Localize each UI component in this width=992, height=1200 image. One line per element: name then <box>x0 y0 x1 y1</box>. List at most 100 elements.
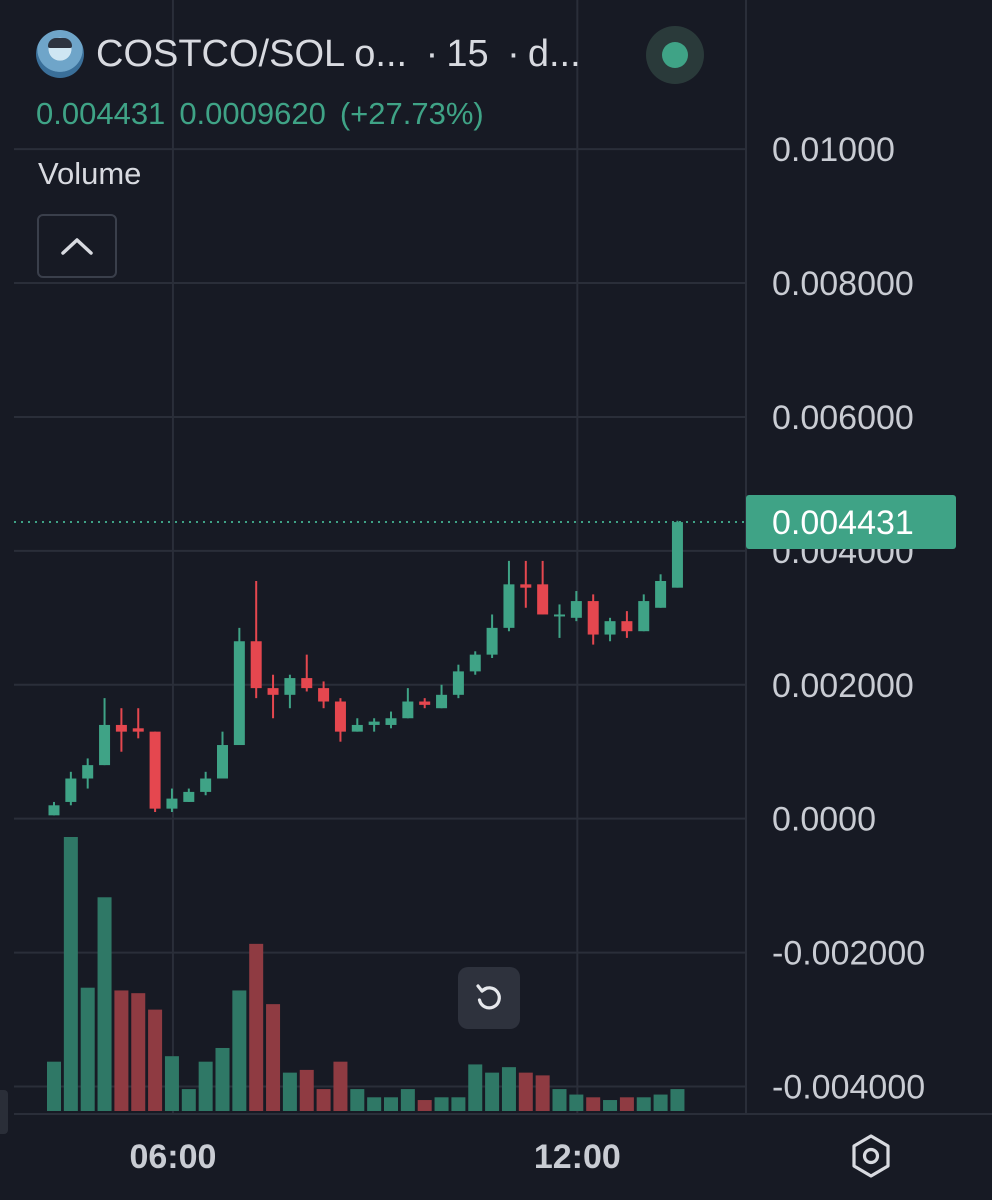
title-separator: · <box>507 32 520 75</box>
candle-body <box>570 601 582 618</box>
candle-body <box>183 791 195 802</box>
price-axis[interactable]: 0.010000.0080000.0060000.0040000.0020000… <box>772 131 925 1106</box>
price-tick-label: 0.01000 <box>772 131 895 169</box>
candle-body <box>587 601 599 635</box>
volume-bar <box>451 1097 466 1111</box>
volume-bar <box>468 1064 483 1111</box>
candle-body <box>436 694 448 709</box>
candle-body <box>604 621 616 635</box>
candle-body <box>284 678 296 695</box>
price-summary: 0.004431 0.0009620 (+27.73%) <box>36 96 498 132</box>
volume-bar <box>569 1094 584 1111</box>
volume-bar <box>653 1094 668 1111</box>
volume-bar <box>485 1072 500 1111</box>
candle-body <box>318 688 330 702</box>
candle-body <box>301 678 313 689</box>
candlesticks <box>48 520 683 816</box>
candle-body <box>671 522 683 588</box>
volume-bar <box>80 987 95 1111</box>
candle-body <box>419 701 431 705</box>
volume-bar <box>47 1061 61 1111</box>
candle-body <box>115 724 127 732</box>
volume-bars <box>47 837 685 1111</box>
candle-body <box>503 584 515 628</box>
candle-body <box>385 718 397 725</box>
volume-bar <box>282 1072 297 1111</box>
volume-bar <box>417 1100 432 1111</box>
volume-bar <box>586 1097 601 1111</box>
candle-body <box>621 621 633 632</box>
reset-chart-button[interactable] <box>458 967 520 1029</box>
volume-bar <box>518 1072 533 1111</box>
candle-body <box>217 745 228 779</box>
volume-bar <box>384 1097 398 1111</box>
candle-body <box>520 584 532 588</box>
candle-body <box>233 641 245 746</box>
volume-bar <box>434 1097 449 1111</box>
volume-bar <box>535 1075 550 1111</box>
volume-bar <box>367 1097 382 1111</box>
volume-bar <box>63 837 78 1111</box>
candle-body <box>368 721 380 725</box>
volume-bar <box>114 990 129 1111</box>
price-tick-label: -0.002000 <box>772 935 925 973</box>
price-change: 0.0009620 <box>179 96 326 131</box>
chart-header: COSTCO/SOL o... · 15 · d... <box>36 30 581 78</box>
candle-body <box>402 701 414 719</box>
volume-bar <box>97 897 112 1111</box>
live-dot-icon <box>662 42 688 68</box>
volume-bar <box>181 1089 196 1111</box>
volume-bar <box>619 1097 634 1111</box>
volume-bar <box>350 1089 365 1111</box>
time-tick-label: 06:00 <box>129 1138 216 1176</box>
candle-body <box>554 614 565 617</box>
hexagon-gear-icon <box>852 1134 890 1178</box>
left-edge-handle[interactable] <box>0 1090 8 1134</box>
candle-body <box>99 724 111 766</box>
price-tick-label: -0.004000 <box>772 1069 925 1107</box>
last-price-tag-label: 0.004431 <box>772 504 914 542</box>
candle-body <box>48 805 60 816</box>
candle-body <box>655 580 667 608</box>
volume-bar <box>636 1097 651 1111</box>
volume-bar <box>232 990 247 1111</box>
time-axis[interactable]: 06:00 12:00 <box>129 1138 620 1176</box>
live-status[interactable] <box>646 26 704 84</box>
volume-bar <box>316 1089 331 1111</box>
grid-lines <box>14 0 992 1115</box>
candle-body <box>149 731 161 809</box>
chart-title[interactable]: COSTCO/SOL o... · 15 · d... <box>96 33 581 76</box>
candle-body <box>638 601 650 632</box>
rotate-ccw-icon <box>476 984 501 1010</box>
candle-body <box>452 671 464 695</box>
interval-label: 15 <box>446 32 489 75</box>
candle-body <box>351 724 363 732</box>
volume-bar <box>164 1056 179 1111</box>
volume-indicator-label[interactable]: Volume <box>38 156 142 191</box>
volume-bar <box>400 1089 415 1111</box>
chart-settings-button[interactable] <box>846 1128 896 1184</box>
candle-body <box>166 798 178 809</box>
token-avatar <box>36 30 84 78</box>
last-price-marker: 0.004431 <box>14 495 956 550</box>
candle-body <box>267 688 279 695</box>
volume-bar <box>552 1089 567 1111</box>
candle-body <box>200 778 212 792</box>
candle-body <box>469 654 481 672</box>
source-label: d... <box>527 32 581 75</box>
volume-bar <box>670 1089 685 1111</box>
candle-body <box>537 584 549 615</box>
volume-bar <box>148 1009 163 1111</box>
volume-bar <box>603 1100 618 1111</box>
collapse-indicators-button[interactable] <box>37 214 117 278</box>
price-tick-label: 0.006000 <box>772 399 914 437</box>
volume-bar <box>215 1047 230 1111</box>
last-price: 0.004431 <box>36 96 166 131</box>
volume-bar <box>266 1004 281 1111</box>
title-separator: · <box>425 32 439 75</box>
volume-bar <box>249 943 264 1111</box>
price-tick-label: 0.002000 <box>772 667 914 705</box>
price-change-percent: (+27.73%) <box>339 96 484 131</box>
volume-bar <box>299 1069 314 1111</box>
